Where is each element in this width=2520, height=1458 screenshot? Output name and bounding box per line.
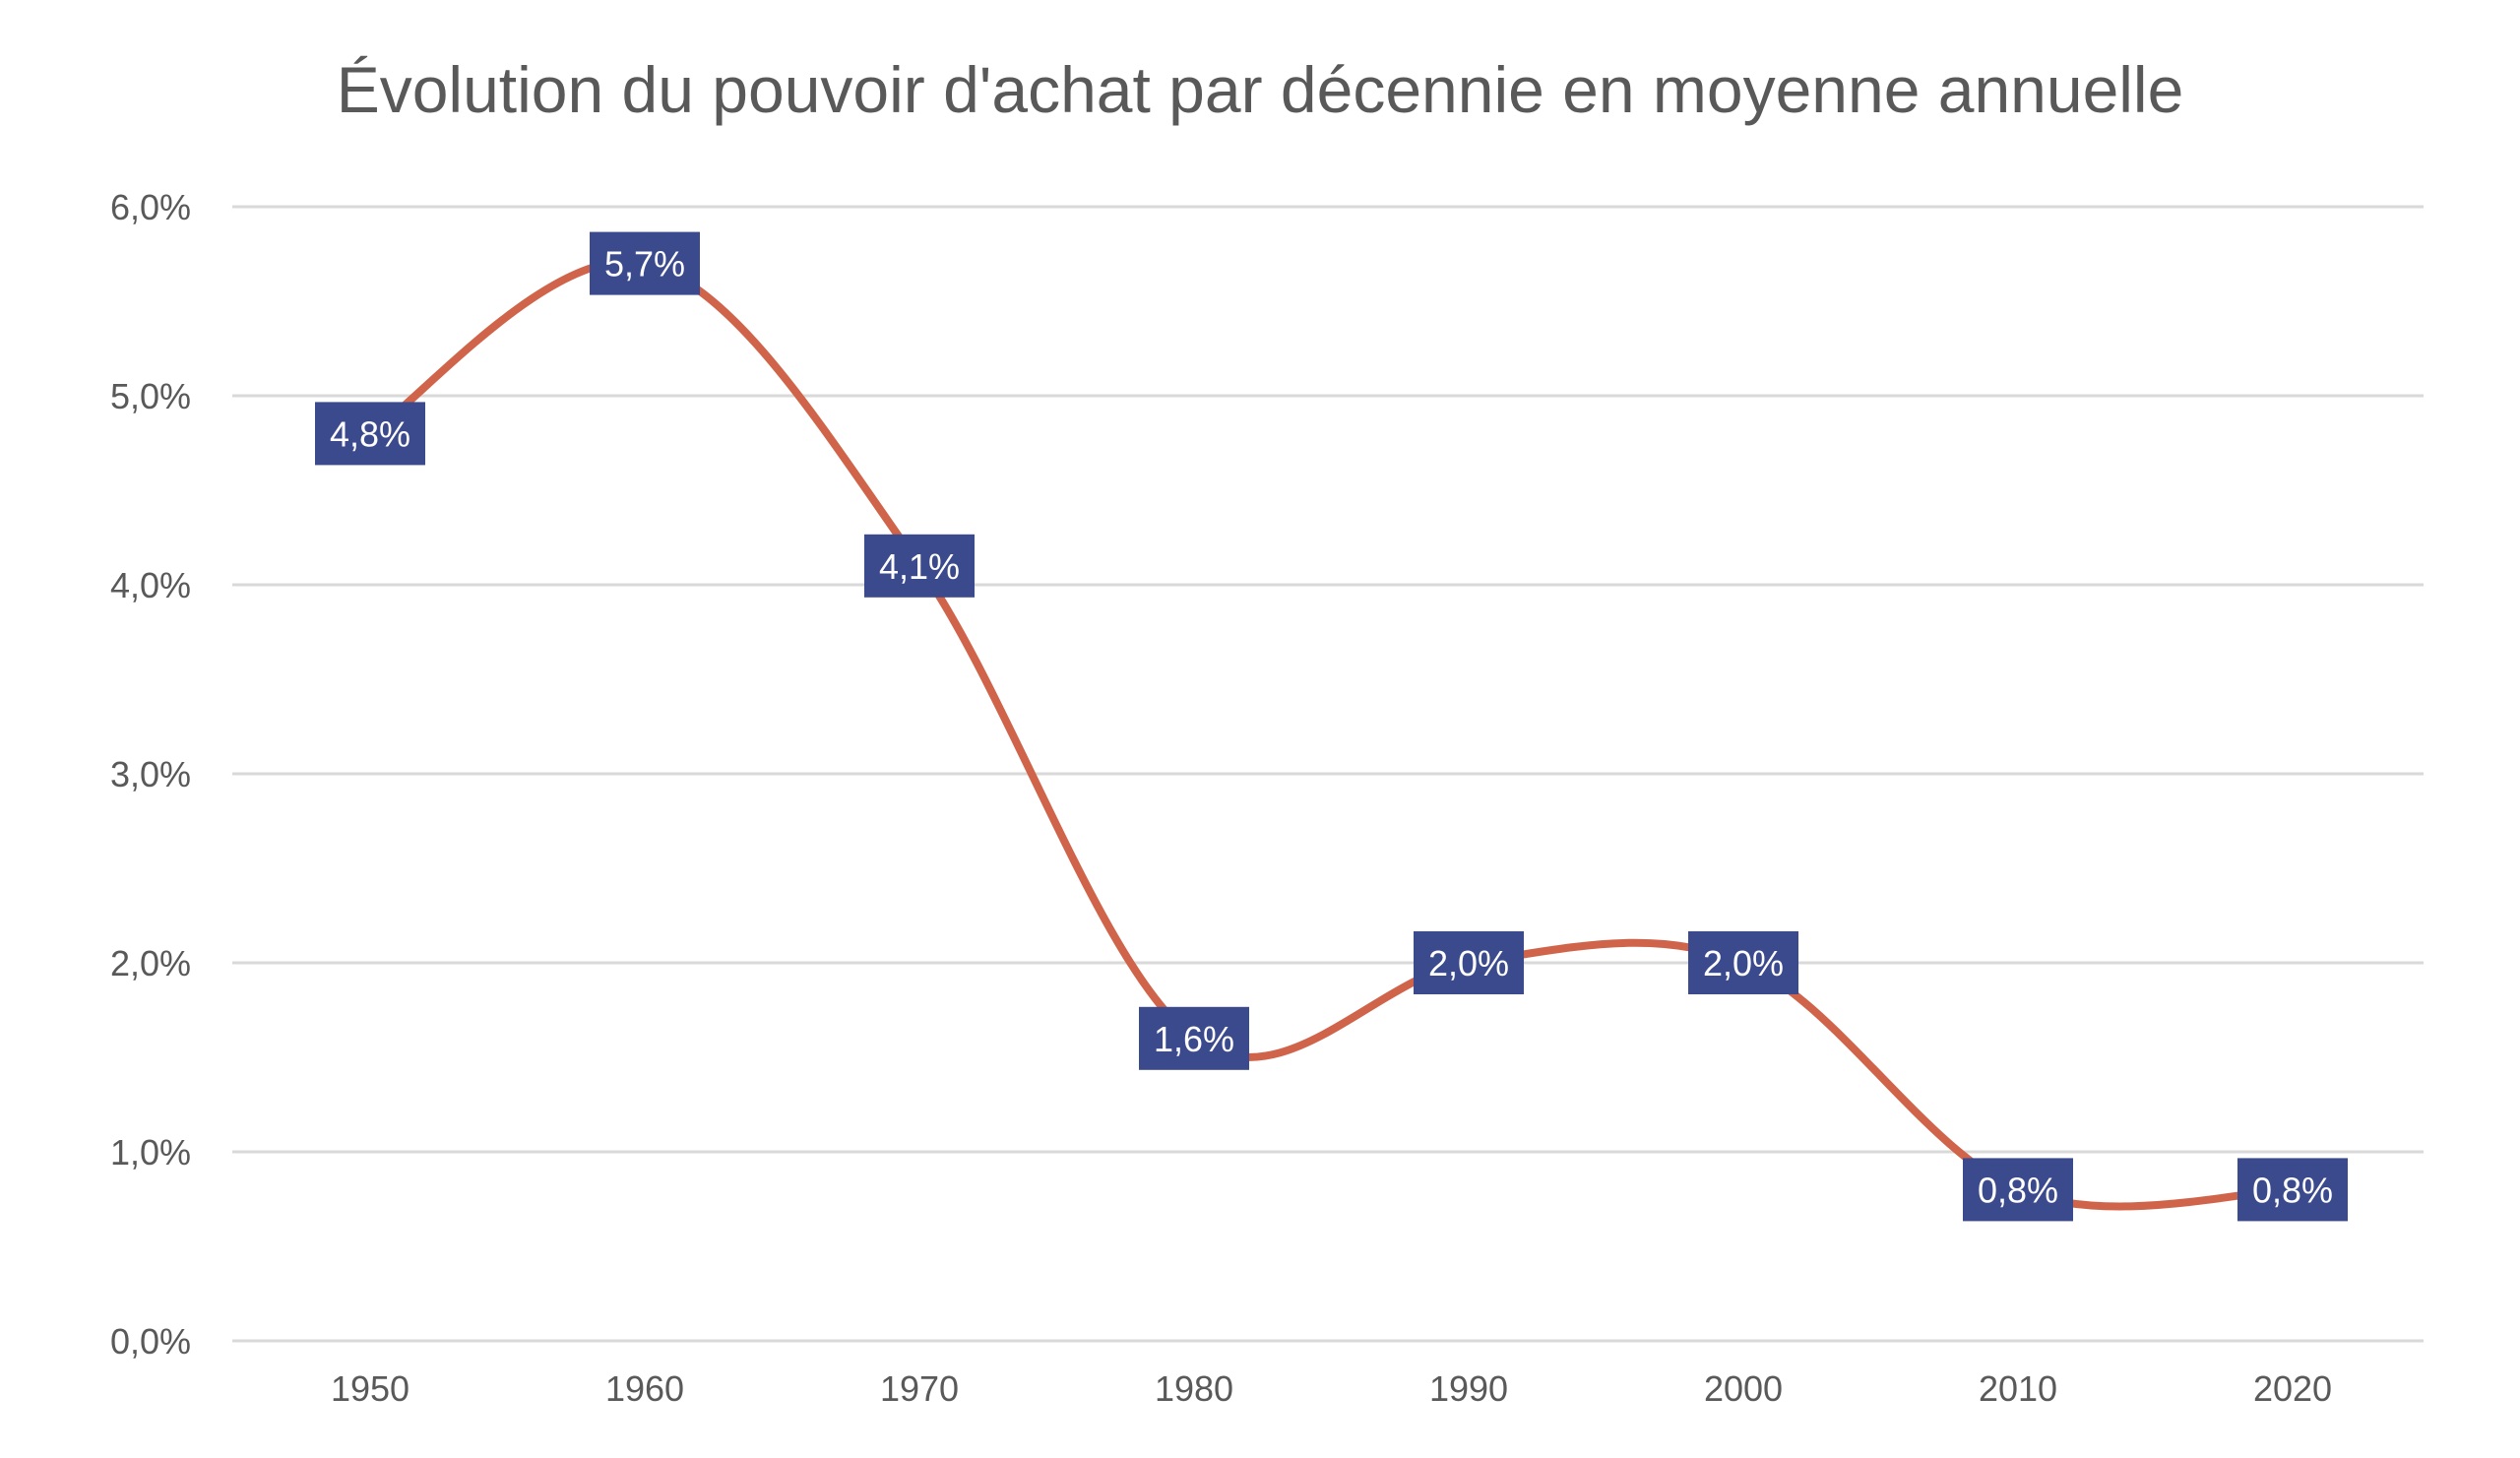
x-tick-label: 1970: [880, 1368, 959, 1409]
y-axis-tick-labels: 0,0% 1,0% 2,0% 3,0% 4,0% 5,0% 6,0%: [110, 187, 191, 1362]
data-label: 4,8%: [315, 402, 425, 466]
data-label: 5,7%: [590, 231, 700, 295]
data-label-text: 2,0%: [1703, 943, 1784, 983]
data-labels: 4,8% 5,7% 4,1% 1,6% 2,0% 2,0% 0,8% 0,8%: [315, 231, 2348, 1222]
y-tick-label: 3,0%: [110, 754, 191, 794]
data-label: 2,0%: [1414, 931, 1524, 994]
data-label: 0,8%: [2237, 1158, 2348, 1222]
data-label-box: [1139, 1006, 1249, 1070]
data-label: 0,8%: [1963, 1158, 2073, 1222]
data-label-text: 0,8%: [2252, 1170, 2333, 1210]
data-label-box: [315, 402, 425, 466]
x-tick-label: 1960: [605, 1368, 684, 1409]
x-tick-label: 2000: [1704, 1368, 1783, 1409]
chart-title: Évolution du pouvoir d'achat par décenni…: [336, 53, 2184, 126]
y-tick-label: 6,0%: [110, 187, 191, 227]
data-label-box: [864, 534, 975, 598]
series-line: [366, 257, 2297, 1211]
y-tick-label: 0,0%: [110, 1321, 191, 1362]
y-tick-label: 5,0%: [110, 376, 191, 416]
y-tick-label: 1,0%: [110, 1132, 191, 1173]
x-tick-label: 1950: [331, 1368, 410, 1409]
data-label-box: [1414, 931, 1524, 994]
data-label: 1,6%: [1139, 1006, 1249, 1070]
x-tick-label: 2010: [1979, 1368, 2057, 1409]
data-label: 2,0%: [1688, 931, 1798, 994]
y-tick-label: 2,0%: [110, 943, 191, 983]
data-label-text: 2,0%: [1428, 943, 1509, 983]
data-label: 4,1%: [864, 534, 975, 598]
data-label-box: [1963, 1158, 2073, 1222]
data-label-box: [2237, 1158, 2348, 1222]
data-label-text: 5,7%: [604, 244, 685, 285]
x-tick-label: 1990: [1429, 1368, 1508, 1409]
series-line-group: [366, 257, 2297, 1211]
data-label-text: 0,8%: [1978, 1170, 2058, 1210]
data-label-text: 1,6%: [1154, 1019, 1234, 1059]
data-label-text: 4,1%: [879, 546, 960, 587]
x-axis-tick-labels: 1950 1960 1970 1980 1990 2000 2010 2020: [331, 1368, 2332, 1409]
data-label-text: 4,8%: [330, 413, 410, 454]
gridlines: [232, 205, 2424, 1343]
data-label-box: [1688, 931, 1798, 994]
data-label-box: [590, 231, 700, 295]
y-tick-label: 4,0%: [110, 565, 191, 605]
x-tick-label: 2020: [2253, 1368, 2332, 1409]
x-tick-label: 1980: [1155, 1368, 1233, 1409]
